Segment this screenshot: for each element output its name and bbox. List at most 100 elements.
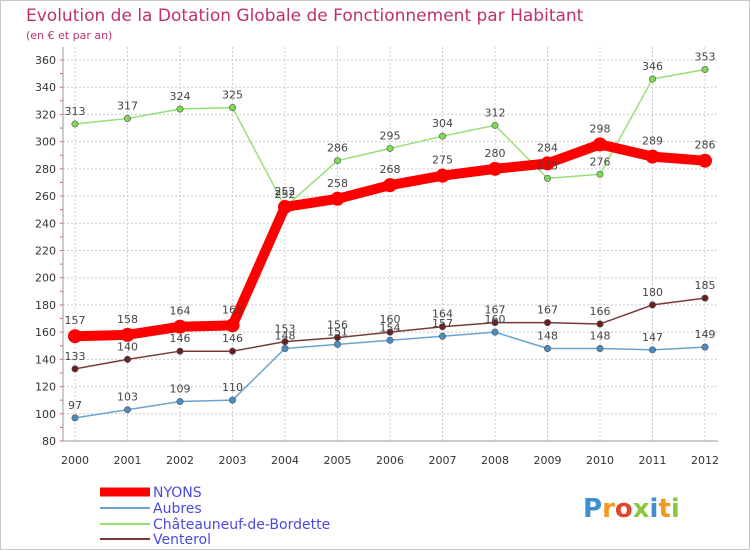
point-venterol-2001	[124, 355, 132, 363]
data-label-ch-teauneuf-de-bordette-2000: 313	[65, 105, 86, 118]
data-label-venterol-2004: 153	[275, 323, 296, 336]
y-tick-label-280: 280	[35, 163, 56, 176]
x-tick-label-2005: 2005	[324, 454, 352, 467]
y-tick-label-300: 300	[35, 136, 56, 149]
logo-letter: i	[650, 494, 659, 524]
data-label-nyons-2010: 298	[590, 122, 611, 135]
data-label-aubres-2012: 149	[695, 328, 716, 341]
point-nyons-2001	[120, 327, 135, 342]
point-aubres-2000	[71, 414, 79, 422]
point-venterol-2004	[281, 338, 289, 346]
data-label-aubres-2000: 97	[68, 399, 82, 412]
data-label-nyons-2005: 258	[327, 177, 348, 190]
data-label-aubres-2003: 110	[222, 381, 243, 394]
point-venterol-2011	[648, 301, 656, 309]
data-label-aubres-2002: 109	[170, 383, 191, 396]
logo-letter: P	[583, 494, 602, 524]
label-layer: 133 140 146 146 153 156 160 164 167 167 166 180 185 9…	[65, 51, 716, 412]
data-label-aubres-2008: 160	[485, 313, 506, 326]
x-tick-label-2009: 2009	[534, 454, 562, 467]
x-tick-label-2007: 2007	[429, 454, 457, 467]
data-label-nyons-2006: 268	[380, 163, 401, 176]
x-tick-label-2004: 2004	[271, 454, 299, 467]
proxiti-logo: Proxiti	[583, 494, 680, 524]
x-tick-label-2012: 2012	[691, 454, 719, 467]
data-label-aubres-2010: 148	[590, 329, 611, 342]
axis-layer: 80 100 120 140 160 180 200 220 240 260 280 300 320 34…	[35, 47, 719, 467]
point-venterol-2006	[386, 328, 394, 336]
point-nyons-2008	[488, 161, 502, 176]
x-tick-label-2010: 2010	[586, 454, 614, 467]
data-label-venterol-2003: 146	[222, 332, 243, 345]
point-aubres-2003	[229, 396, 237, 404]
point-venterol-2010	[596, 320, 604, 328]
y-tick-label-80: 80	[42, 435, 56, 448]
point-ch-teauneuf-de-bordette-2007	[438, 132, 446, 140]
data-label-ch-teauneuf-de-bordette-2006: 295	[380, 129, 401, 142]
series-layer	[68, 66, 712, 422]
point-venterol-2005	[333, 334, 341, 342]
legend: NYONSAubresChâteauneuf-de-BordetteVenter…	[100, 485, 330, 548]
x-tick-label-2008: 2008	[481, 454, 509, 467]
data-label-ch-teauneuf-de-bordette-2008: 312	[485, 106, 506, 119]
logo-letter: t	[658, 494, 670, 524]
logo-letter: i	[671, 494, 680, 524]
legend-label-venterol: Venterol	[153, 532, 211, 548]
point-nyons-2003	[225, 318, 240, 333]
point-nyons-2004	[278, 199, 292, 214]
point-ch-teauneuf-de-bordette-2005	[333, 157, 341, 165]
y-tick-label-160: 160	[35, 326, 56, 339]
chart-title: Evolution de la Dotation Globale de Fonc…	[26, 6, 584, 26]
y-tick-label-220: 220	[35, 245, 56, 258]
data-label-ch-teauneuf-de-bordette-2010: 276	[590, 155, 611, 168]
logo-letter: r	[602, 494, 615, 524]
point-ch-teauneuf-de-bordette-2000	[71, 120, 79, 128]
data-label-venterol-2001: 140	[117, 340, 138, 353]
data-label-aubres-2005: 151	[327, 325, 348, 338]
data-label-venterol-2011: 180	[642, 286, 663, 299]
point-nyons-2002	[173, 319, 187, 334]
data-label-nyons-2004: 252	[275, 185, 296, 198]
y-tick-label-360: 360	[35, 54, 56, 67]
y-tick-label-260: 260	[35, 190, 56, 203]
data-label-ch-teauneuf-de-bordette-2007: 304	[432, 117, 453, 130]
x-tick-label-2011: 2011	[639, 454, 667, 467]
point-nyons-2007	[435, 168, 450, 183]
data-label-nyons-2001: 158	[117, 313, 138, 326]
data-label-nyons-2009: 284	[537, 141, 558, 154]
point-ch-teauneuf-de-bordette-2008	[491, 121, 499, 129]
point-nyons-2012	[698, 153, 712, 168]
point-aubres-2007	[438, 332, 446, 340]
y-tick-label-340: 340	[35, 81, 56, 94]
point-nyons-2000	[68, 329, 82, 344]
data-label-nyons-2000: 157	[65, 314, 86, 327]
data-label-ch-teauneuf-de-bordette-2011: 346	[642, 60, 663, 73]
point-aubres-2006	[386, 336, 394, 344]
data-label-ch-teauneuf-de-bordette-2005: 286	[327, 142, 348, 155]
y-tick-label-180: 180	[35, 299, 56, 312]
point-aubres-2010	[596, 344, 604, 352]
point-ch-teauneuf-de-bordette-2011	[648, 75, 656, 83]
data-label-nyons-2008: 280	[485, 147, 506, 160]
legend-label-nyons: NYONS	[153, 485, 202, 501]
logo-letter: o	[615, 494, 633, 524]
legend-label-ch-teauneuf-de-bordette: Châteauneuf-de-Bordette	[153, 517, 330, 533]
chart-subtitle: (en € et par an)	[26, 29, 112, 42]
data-label-nyons-2002: 164	[170, 305, 191, 318]
y-tick-label-140: 140	[35, 353, 56, 366]
point-ch-teauneuf-de-bordette-2009	[543, 174, 551, 182]
data-label-ch-teauneuf-de-bordette-2012: 353	[695, 51, 716, 64]
y-tick-label-120: 120	[35, 381, 56, 394]
point-venterol-2000	[71, 365, 79, 373]
point-nyons-2010	[593, 137, 607, 152]
x-tick-label-2000: 2000	[61, 454, 89, 467]
data-label-venterol-2009: 167	[537, 304, 558, 317]
point-venterol-2012	[701, 294, 709, 302]
data-label-nyons-2012: 286	[695, 139, 716, 152]
legend-label-aubres: Aubres	[153, 501, 202, 517]
point-venterol-2007	[438, 323, 446, 331]
point-aubres-2009	[543, 344, 551, 352]
x-tick-label-2001: 2001	[114, 454, 142, 467]
point-aubres-2004	[281, 344, 289, 352]
